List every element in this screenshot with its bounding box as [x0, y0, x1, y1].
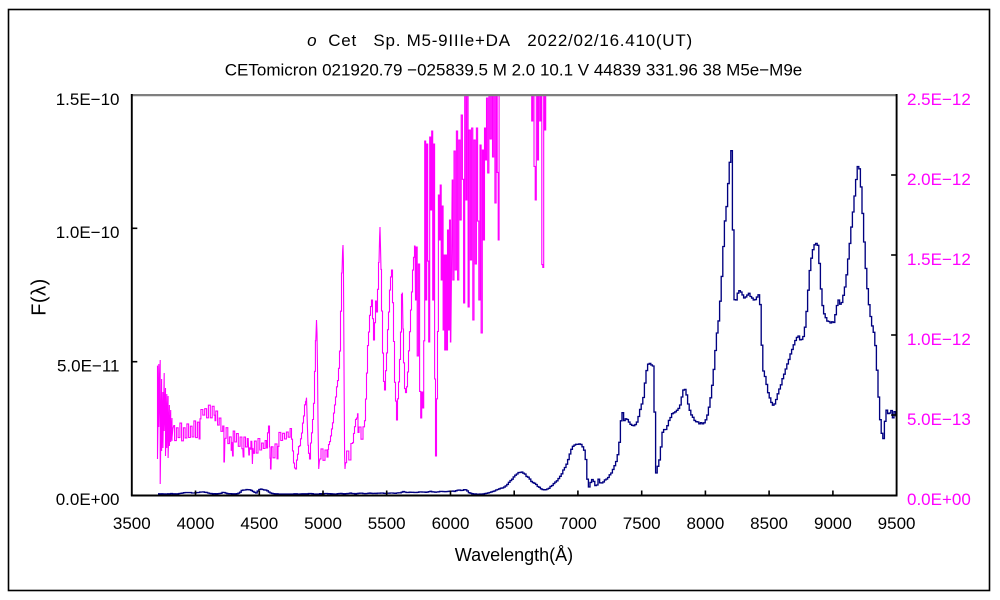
- svg-text:3500: 3500: [113, 514, 151, 533]
- svg-text:o Cet Sp. M5-9IIIe+DA 202: o Cet Sp. M5-9IIIe+DA 2022/02/16.410(UT): [307, 31, 693, 50]
- svg-text:F(λ): F(λ): [29, 278, 51, 316]
- svg-text:8000: 8000: [686, 514, 724, 533]
- svg-text:5500: 5500: [368, 514, 406, 533]
- svg-text:7000: 7000: [559, 514, 597, 533]
- svg-text:6500: 6500: [495, 514, 533, 533]
- svg-text:5.0E−13: 5.0E−13: [907, 410, 971, 429]
- svg-text:4000: 4000: [177, 514, 215, 533]
- svg-text:7500: 7500: [623, 514, 661, 533]
- svg-text:9500: 9500: [878, 514, 916, 533]
- svg-text:8500: 8500: [750, 514, 788, 533]
- svg-text:Wavelength(Å): Wavelength(Å): [455, 545, 573, 565]
- svg-text:1.5E−12: 1.5E−12: [907, 250, 971, 269]
- svg-text:0.0E+00: 0.0E+00: [907, 490, 971, 509]
- svg-text:5000: 5000: [304, 514, 342, 533]
- svg-text:1.0E−10: 1.0E−10: [56, 223, 120, 242]
- svg-text:0.0E+00: 0.0E+00: [56, 490, 120, 509]
- svg-text:1.0E−12: 1.0E−12: [907, 330, 971, 349]
- svg-text:4500: 4500: [240, 514, 278, 533]
- svg-text:CETomicron 021920.79 −025839.5: CETomicron 021920.79 −025839.5 M 2.0 10.…: [225, 61, 802, 80]
- svg-text:2.5E−12: 2.5E−12: [907, 90, 971, 109]
- svg-text:1.5E−10: 1.5E−10: [56, 90, 120, 109]
- svg-text:2.0E−12: 2.0E−12: [907, 170, 971, 189]
- svg-text:5.0E−11: 5.0E−11: [57, 357, 120, 376]
- svg-text:6000: 6000: [432, 514, 470, 533]
- svg-text:9000: 9000: [814, 514, 852, 533]
